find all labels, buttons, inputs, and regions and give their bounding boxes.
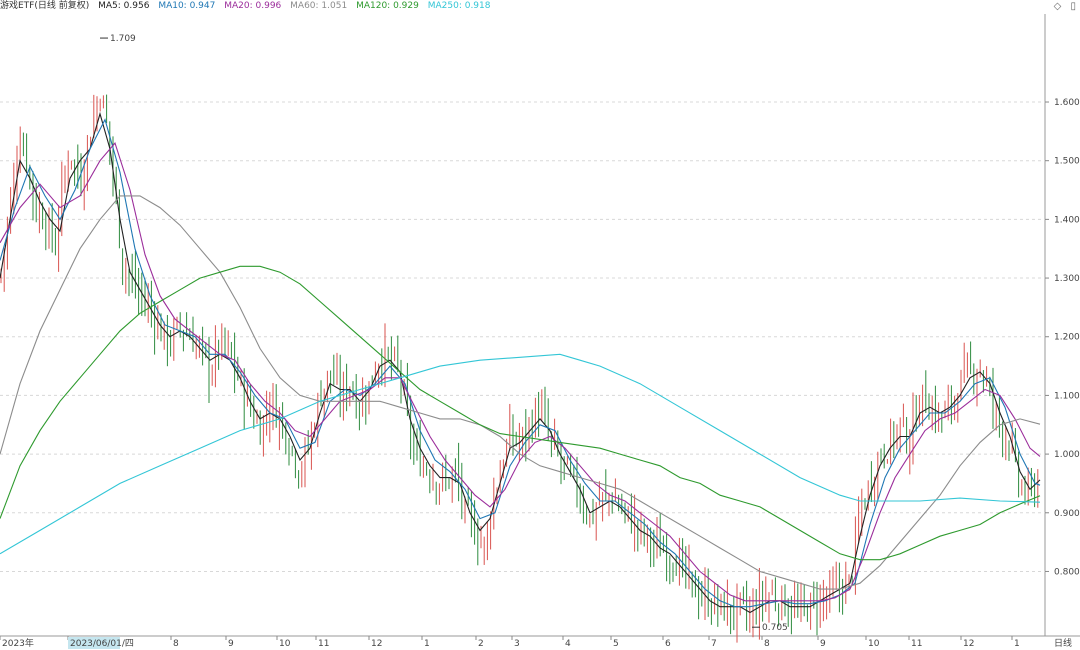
- price-annotation: 1.709: [110, 34, 136, 44]
- ma-line-ma20: [0, 141, 1041, 602]
- x-label-highlight: [68, 637, 120, 649]
- x-tick-label: 10: [868, 639, 880, 649]
- ma-line-ma5: [0, 111, 1041, 614]
- diamond-icon[interactable]: ◇: [1053, 1, 1062, 12]
- x-tick-label: 10: [279, 639, 291, 649]
- x-tick-label: 5: [613, 639, 619, 649]
- legend-ma120: MA120: 0.929: [356, 1, 419, 11]
- x-tick-label: 1: [424, 639, 430, 649]
- legend-ma5: MA5: 0.956: [98, 1, 150, 11]
- y-tick-label: 1.600: [1054, 98, 1080, 108]
- panel-toggle-icon[interactable]: ▯: [1070, 1, 1076, 12]
- x-tick-label: 2023年: [2, 637, 34, 649]
- x-tick-label: 8: [173, 639, 179, 649]
- y-tick-label: 1.100: [1054, 391, 1080, 401]
- ma-line-ma60: [0, 195, 1041, 590]
- x-tick-label: 8: [764, 639, 770, 649]
- y-tick-label: 1.400: [1054, 215, 1080, 225]
- x-tick-label: 2: [478, 639, 484, 649]
- legend-ma60: MA60: 1.051: [290, 1, 348, 11]
- x-tick-label: 3: [514, 639, 520, 649]
- x-tick-label: 1: [1014, 639, 1020, 649]
- x-tick-label: 11: [911, 639, 922, 649]
- y-tick-label: 1.300: [1054, 274, 1080, 284]
- y-tick-label: 1.200: [1054, 333, 1080, 343]
- x-tick-label: 12: [371, 639, 382, 649]
- y-tick-label: 0.900: [1054, 509, 1080, 519]
- price-annotation: 0.705: [762, 623, 788, 633]
- x-tick-label: 9: [228, 639, 234, 649]
- x-tick-label: 11: [318, 639, 329, 649]
- ma-line-ma250: [0, 353, 1041, 555]
- ma-line-ma120: [0, 265, 1041, 561]
- x-tick-label: 7: [711, 639, 717, 649]
- y-tick-label: 1.000: [1054, 450, 1080, 460]
- legend-ma250: MA250: 0.918: [427, 1, 491, 11]
- legend-ma20: MA20: 0.996: [224, 1, 282, 11]
- x-tick-label: 6: [665, 639, 671, 649]
- x-tick-label: 12: [963, 639, 974, 649]
- top-right-icons: ◇ ▯: [1048, 1, 1076, 12]
- y-tick-label: 0.800: [1054, 567, 1080, 577]
- chart-title: 游戏ETF(日线 前复权): [0, 1, 90, 11]
- ma-line-ma10: [0, 118, 1041, 608]
- x-tick-label: 2023/06/01/四: [70, 639, 134, 649]
- y-tick-label: 1.500: [1054, 157, 1080, 167]
- x-tick-label: 9: [820, 639, 826, 649]
- period-label: 日线: [1054, 637, 1072, 649]
- legend-ma10: MA10: 0.947: [158, 1, 216, 11]
- x-tick-label: 4: [565, 639, 571, 649]
- ma-legend: 游戏ETF(日线 前复权) MA5: 0.956 MA10: 0.947 MA2…: [0, 0, 496, 14]
